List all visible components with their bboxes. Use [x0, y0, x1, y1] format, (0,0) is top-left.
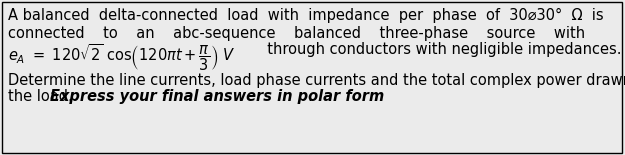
Text: the load.: the load. — [8, 89, 78, 104]
Text: Determine the line currents, load phase currents and the total complex power dra: Determine the line currents, load phase … — [8, 73, 625, 88]
Text: A balanced  delta-connected  load  with  impedance  per  phase  of  30⌀30°  Ω  i: A balanced delta-connected load with imp… — [8, 8, 604, 23]
Text: $e_A\ =\ 120\sqrt{2}\ \cos\!\left(120\pi t + \dfrac{\pi}{3}\right)\ V$: $e_A\ =\ 120\sqrt{2}\ \cos\!\left(120\pi… — [8, 42, 236, 73]
Text: Express your final answers in polar form: Express your final answers in polar form — [50, 89, 384, 104]
Text: .: . — [307, 89, 312, 104]
Text: through conductors with negligible impedances.: through conductors with negligible imped… — [258, 42, 621, 57]
Text: connected    to    an    abc-sequence    balanced    three-phase    source    wi: connected to an abc-sequence balanced th… — [8, 26, 585, 41]
